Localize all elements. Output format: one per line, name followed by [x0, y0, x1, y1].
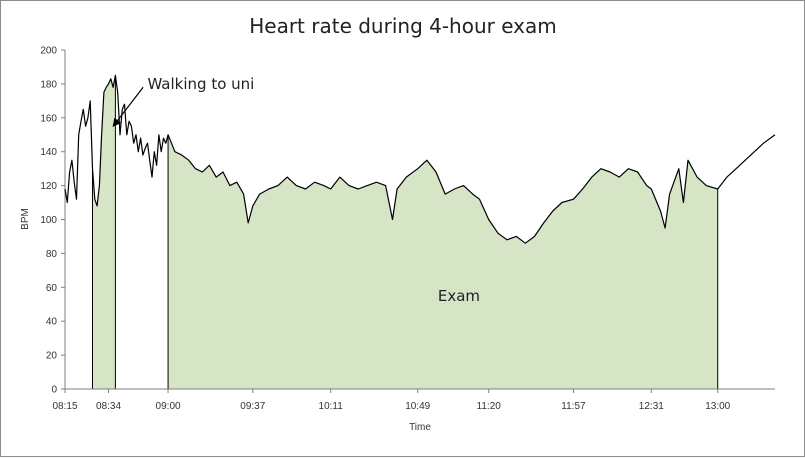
y-tick-label: 100 [40, 215, 57, 226]
y-tick-label: 160 [40, 113, 57, 124]
x-tick-label: 10:49 [405, 401, 430, 412]
x-tick-label: 09:00 [156, 401, 181, 412]
y-axis-label: BPM [20, 208, 31, 230]
y-tick-label: 120 [40, 181, 57, 192]
x-axis-label: Time [409, 422, 431, 433]
y-tick-label: 20 [46, 351, 58, 362]
annotation-arrow [112, 86, 144, 127]
y-tick-label: 200 [40, 46, 57, 57]
x-tick-label: 11:57 [561, 401, 586, 412]
annotation-exam: Exam [438, 287, 480, 305]
x-tick-label: 09:37 [240, 401, 265, 412]
shaded-region-2 [168, 134, 718, 389]
y-tick-label: 40 [46, 317, 58, 328]
y-tick-label: 80 [46, 249, 58, 260]
y-tick-label: 180 [40, 79, 57, 90]
x-tick-label: 10:11 [319, 401, 344, 412]
annotation-walking-to-uni: Walking to uni [147, 75, 254, 93]
x-tick-label: 08:34 [96, 401, 121, 412]
x-tick-label: 13:00 [705, 401, 730, 412]
x-tick-label: 11:20 [477, 401, 502, 412]
chart-title: Heart rate during 4-hour exam [249, 14, 557, 38]
y-tick-label: 0 [51, 385, 57, 396]
y-tick-label: 140 [40, 147, 57, 158]
x-tick-label: 08:15 [52, 401, 77, 412]
heart-rate-line [64, 74, 776, 244]
y-tick-label: 60 [46, 283, 58, 294]
x-tick-label: 12:31 [639, 401, 664, 412]
shaded-region-1 [92, 75, 116, 390]
